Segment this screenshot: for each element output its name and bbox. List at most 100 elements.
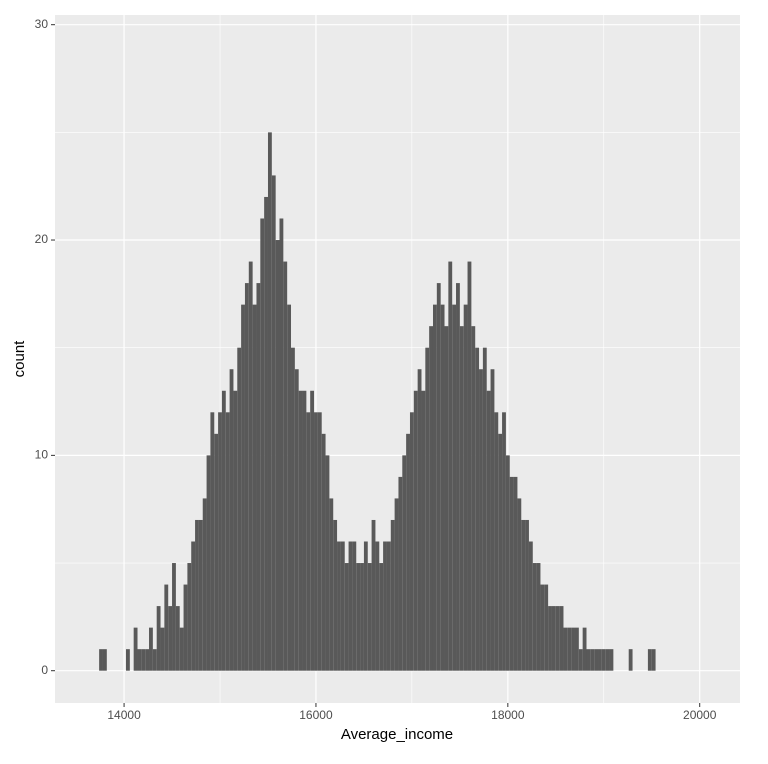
bar <box>160 627 165 671</box>
bar <box>540 584 545 671</box>
bar <box>306 412 311 671</box>
bar <box>390 519 395 671</box>
bar <box>525 519 529 671</box>
y-tick-label: 20 <box>35 232 49 246</box>
bar <box>264 196 268 671</box>
bar <box>594 649 599 671</box>
bar <box>271 175 276 671</box>
bar <box>337 541 341 671</box>
bar <box>467 261 472 671</box>
bar <box>440 304 445 671</box>
bar <box>371 519 376 671</box>
bar <box>586 649 591 671</box>
bar <box>463 304 468 671</box>
bar <box>102 649 107 671</box>
bar <box>598 649 602 671</box>
x-tick-label: 18000 <box>491 708 525 722</box>
bar <box>256 283 261 671</box>
bar <box>225 412 230 671</box>
bar <box>314 412 318 671</box>
y-tick-label: 0 <box>41 663 48 677</box>
x-axis-title: Average_income <box>341 726 453 743</box>
bar <box>321 433 326 671</box>
bar <box>425 347 430 671</box>
bar <box>298 390 303 671</box>
bar <box>409 412 414 671</box>
bar <box>548 606 552 671</box>
y-tick-label: 30 <box>35 17 49 31</box>
bar <box>452 304 457 671</box>
bar <box>187 563 192 671</box>
bar <box>574 627 579 671</box>
bar <box>609 649 614 671</box>
bar <box>191 541 196 671</box>
bar <box>544 584 549 671</box>
bar <box>555 606 560 671</box>
bar <box>241 304 245 671</box>
bar <box>571 627 575 671</box>
bar <box>559 606 564 671</box>
bar <box>206 455 211 671</box>
bar <box>375 541 380 671</box>
bar <box>152 649 157 671</box>
bar <box>436 283 441 671</box>
bar <box>448 261 453 671</box>
y-tick-label: 10 <box>35 448 49 462</box>
bar <box>179 627 184 671</box>
bar <box>482 347 487 671</box>
bar <box>356 563 361 671</box>
bar <box>260 218 265 671</box>
bar <box>291 347 295 671</box>
bar <box>141 649 146 671</box>
bar <box>248 261 253 671</box>
bar <box>563 627 568 671</box>
bar <box>344 563 349 671</box>
bar <box>137 649 142 671</box>
bar <box>486 390 491 671</box>
bar <box>494 412 499 671</box>
bar <box>360 563 364 671</box>
bar <box>99 649 103 671</box>
bar <box>567 627 572 671</box>
bar <box>283 261 288 671</box>
bar <box>329 498 334 671</box>
bar <box>367 563 372 671</box>
bar <box>125 649 130 671</box>
bar <box>578 649 583 671</box>
bar <box>498 433 503 671</box>
bar <box>509 476 514 671</box>
bar <box>601 649 606 671</box>
bar <box>352 541 357 671</box>
bar <box>195 519 199 671</box>
bar <box>551 606 556 671</box>
bar <box>459 326 464 671</box>
bar <box>379 563 384 671</box>
bar <box>402 455 407 671</box>
bar <box>475 347 480 671</box>
bar <box>267 132 272 671</box>
bar <box>502 412 506 671</box>
bar <box>164 584 169 671</box>
x-tick-label: 16000 <box>299 708 333 722</box>
bar <box>471 326 476 671</box>
bar <box>183 584 188 671</box>
bar <box>302 390 307 671</box>
bar <box>279 218 284 671</box>
bar <box>521 519 526 671</box>
bar <box>340 541 345 671</box>
bar <box>214 433 219 671</box>
bar <box>149 627 153 671</box>
bar <box>432 304 437 671</box>
bar <box>647 649 652 671</box>
bar <box>590 649 595 671</box>
bar <box>175 606 180 671</box>
bar <box>517 498 522 671</box>
bar <box>490 369 495 671</box>
bar <box>237 347 242 671</box>
bar <box>383 541 387 671</box>
bar <box>651 649 656 671</box>
bar <box>628 649 633 671</box>
bar <box>394 498 399 671</box>
bar <box>582 627 587 671</box>
